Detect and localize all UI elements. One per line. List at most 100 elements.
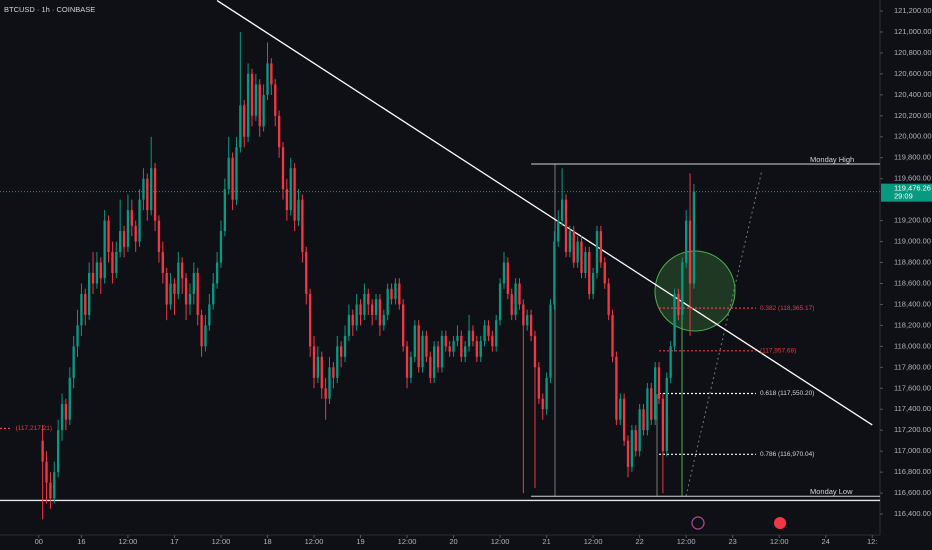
y-tick-label: 118,000.00 <box>894 341 931 350</box>
candle-body <box>673 293 676 347</box>
candle-body <box>634 430 637 452</box>
y-tick-label: 121,200.00 <box>894 6 932 15</box>
y-tick-label: 120,400.00 <box>894 90 932 99</box>
candle-body <box>553 241 556 305</box>
candle-body <box>91 273 95 284</box>
candle-body <box>510 293 513 315</box>
candle-body <box>320 356 323 389</box>
candle-body <box>188 293 192 305</box>
level-label: Monday High <box>810 155 854 164</box>
candle-body <box>595 231 599 274</box>
y-tick-label: 116,800.00 <box>894 467 931 476</box>
candle-body <box>626 440 630 467</box>
candle-body <box>134 225 137 242</box>
y-tick-label: 118,200.00 <box>894 320 931 329</box>
channel-line <box>685 169 763 497</box>
candle-body <box>332 367 335 378</box>
candle-body <box>572 231 575 263</box>
candle-body <box>491 335 494 347</box>
candle-body <box>622 398 626 441</box>
candle-body <box>498 283 502 321</box>
candle-body <box>522 304 525 326</box>
x-tick-label: 12:00 <box>491 537 510 546</box>
candle-body <box>41 440 44 462</box>
candle-body <box>506 262 510 294</box>
toolbar-icon[interactable] <box>774 517 786 529</box>
candle-body <box>444 335 447 347</box>
candle-body <box>250 73 254 116</box>
candle-body <box>293 168 296 221</box>
candle-body <box>351 314 354 326</box>
candle-body <box>161 252 164 274</box>
symbol-title: BTCUSD · 1h · COINBASE <box>4 5 95 14</box>
candle-body <box>456 335 459 342</box>
candle-body <box>200 314 203 347</box>
candle-body <box>266 63 269 95</box>
candle-body <box>413 325 416 357</box>
last-price-label: 119,476.26 <box>894 184 931 193</box>
y-tick-label: 117,800.00 <box>894 362 931 371</box>
y-tick-label: 117,200.00 <box>894 425 931 434</box>
candle-body <box>688 220 692 284</box>
candle-body <box>464 346 467 357</box>
candle-body <box>665 377 668 452</box>
candle-body <box>359 304 362 315</box>
candle-body <box>355 304 358 326</box>
candle-body <box>45 461 48 483</box>
candle-body <box>615 356 618 420</box>
candle-body <box>518 283 521 305</box>
candle-body <box>495 320 498 347</box>
candle-body <box>281 147 285 190</box>
candle-body <box>657 367 661 399</box>
y-tick-label: 121,000.00 <box>894 27 932 36</box>
candle-body <box>363 293 366 315</box>
y-tick-label: 120,000.00 <box>894 132 932 141</box>
candle-body <box>111 252 114 274</box>
candle-body <box>599 231 603 263</box>
y-tick-label: 119,200.00 <box>894 216 931 225</box>
candle-body <box>541 398 544 410</box>
candle-body <box>533 335 537 368</box>
candle-body <box>685 220 688 263</box>
candle-body <box>374 299 378 315</box>
candle-body <box>417 325 420 368</box>
candle-body <box>208 304 211 326</box>
candle-body <box>619 398 622 420</box>
candle-body <box>328 367 331 399</box>
y-tick-label: 117,600.00 <box>894 383 931 392</box>
candle-body <box>297 199 300 221</box>
last-price-box <box>881 183 932 202</box>
candle-body <box>262 94 265 127</box>
candle-body <box>591 273 595 294</box>
x-tick-label: 18 <box>263 537 271 546</box>
candle-body <box>526 314 529 326</box>
candle-body <box>560 199 564 221</box>
candle-body <box>425 335 428 357</box>
toolbar-icon[interactable] <box>691 516 705 530</box>
x-tick-label: 17 <box>170 537 178 546</box>
x-tick-label: 12:00 <box>677 537 696 546</box>
x-tick-label: 19 <box>356 537 364 546</box>
candle-body <box>192 273 195 294</box>
x-tick-label: 12:00 <box>584 537 603 546</box>
candle-body <box>677 293 680 315</box>
candle-body <box>692 191 696 284</box>
candle-body <box>235 147 238 200</box>
x-tick-label: 22 <box>635 537 643 546</box>
x-tick-label: 12:00 <box>398 537 417 546</box>
candle-body <box>169 283 172 305</box>
candle-body <box>483 325 486 342</box>
candle-body <box>142 178 145 200</box>
candle-body <box>347 314 351 336</box>
candle-body <box>258 84 261 127</box>
candle-body <box>564 199 568 253</box>
candle-body <box>588 252 591 294</box>
candle-body <box>239 105 242 148</box>
candle-body <box>611 314 614 357</box>
fib-label: (117,217.21) <box>16 425 52 432</box>
candle-body <box>165 273 168 305</box>
candle-body <box>153 168 157 221</box>
y-tick-label: 116,600.00 <box>894 488 931 497</box>
candle-body <box>84 293 87 315</box>
